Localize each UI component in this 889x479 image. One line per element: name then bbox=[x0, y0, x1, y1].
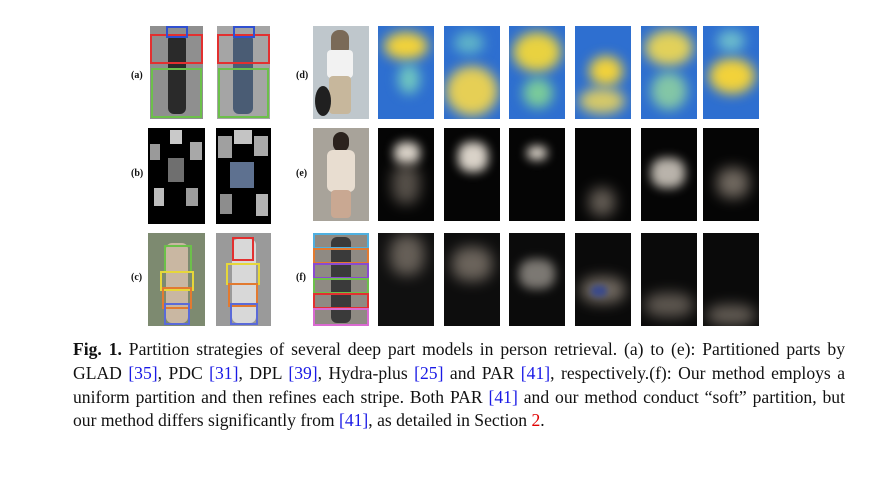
mask-f5 bbox=[641, 233, 697, 326]
photo-a2 bbox=[217, 26, 270, 119]
caption-text: , DPL bbox=[238, 362, 289, 383]
heatmap-d1 bbox=[378, 26, 434, 119]
citation-link[interactable]: [39] bbox=[288, 362, 318, 383]
mask-f4 bbox=[575, 233, 631, 326]
panel-label-a: (a) bbox=[131, 70, 143, 81]
caption-text: , respectively.(f): Our method employs a… bbox=[73, 362, 846, 407]
mask-f6 bbox=[703, 233, 759, 326]
heatmap-d4 bbox=[575, 26, 631, 119]
section-link[interactable]: 2 bbox=[531, 410, 541, 431]
mask-e5 bbox=[641, 128, 697, 221]
heatmap-d2 bbox=[444, 26, 500, 119]
caption-text: , Hydra-plus bbox=[317, 362, 415, 383]
figure-caption: Fig. 1. Partition strategies of several … bbox=[73, 338, 845, 433]
photo-b2 bbox=[216, 128, 271, 224]
mask-e4 bbox=[575, 128, 631, 221]
panel-label-f: (f) bbox=[296, 272, 306, 283]
photo-f-input bbox=[313, 233, 369, 326]
mask-f3 bbox=[509, 233, 565, 326]
photo-e-input bbox=[313, 128, 369, 221]
citation-link[interactable]: [41] bbox=[338, 410, 369, 431]
mask-e1 bbox=[378, 128, 434, 221]
mask-f1 bbox=[378, 233, 434, 326]
photo-d-input bbox=[313, 26, 369, 119]
mask-e2 bbox=[444, 128, 500, 221]
caption-text: Partition strategies of several deep par… bbox=[73, 339, 845, 383]
heatmap-d6 bbox=[703, 26, 759, 119]
caption-text: and our method conduct “soft” partition,… bbox=[73, 386, 845, 431]
heatmap-d5 bbox=[641, 26, 697, 119]
mask-e6 bbox=[703, 128, 759, 221]
mask-f2 bbox=[444, 233, 500, 326]
panel-label-d: (d) bbox=[296, 70, 309, 81]
citation-link[interactable]: [31] bbox=[209, 362, 239, 383]
panel-label-e: (e) bbox=[296, 168, 308, 179]
citation-link[interactable]: [35] bbox=[128, 362, 158, 383]
mask-e3 bbox=[509, 128, 565, 221]
heatmap-d3 bbox=[509, 26, 565, 119]
caption-text: . bbox=[540, 410, 545, 431]
caption-text: , as detailed in Section bbox=[368, 410, 532, 431]
caption-text: and PAR bbox=[443, 362, 521, 383]
panel-label-b: (b) bbox=[131, 168, 144, 179]
citation-link[interactable]: [41] bbox=[520, 362, 551, 383]
photo-c1 bbox=[148, 233, 205, 326]
photo-c2 bbox=[216, 233, 271, 326]
figure-label: Fig. 1. bbox=[73, 339, 122, 359]
caption-text: , PDC bbox=[157, 362, 210, 383]
panel-label-c: (c) bbox=[131, 272, 143, 283]
photo-a1 bbox=[150, 26, 203, 119]
citation-link[interactable]: [41] bbox=[488, 386, 518, 407]
photo-b1 bbox=[148, 128, 205, 224]
citation-link[interactable]: [25] bbox=[414, 362, 444, 383]
